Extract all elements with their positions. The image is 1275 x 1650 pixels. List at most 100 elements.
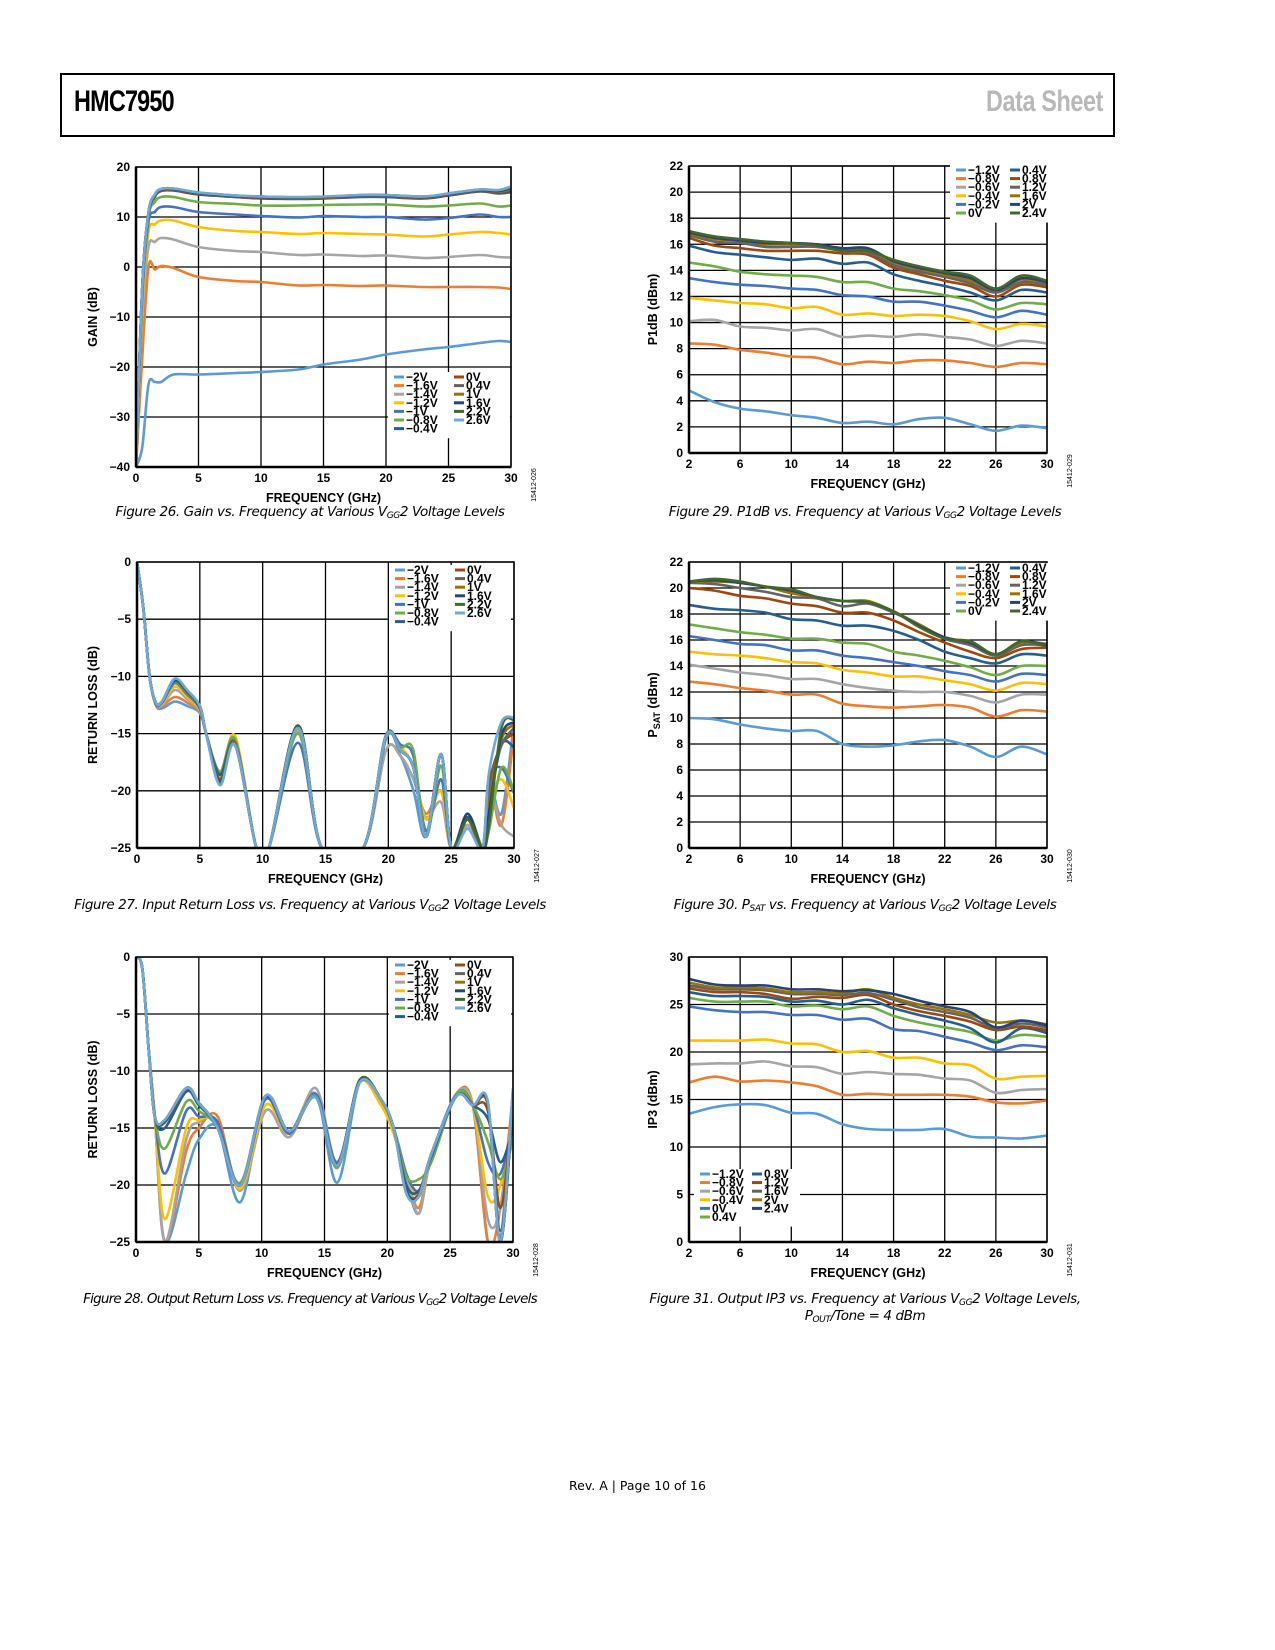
y-tick-label: 2 xyxy=(676,420,683,434)
series-line xyxy=(689,1060,1047,1095)
y-tick-label: 5 xyxy=(676,1188,683,1202)
legend-label: 0V xyxy=(968,206,983,220)
y-tick-label: 0 xyxy=(123,260,130,274)
legend-label: 2.4V xyxy=(1022,604,1047,618)
series-line xyxy=(689,231,1047,292)
legend-label: 0.8V xyxy=(1022,570,1047,584)
legend-label: 0.8V xyxy=(1022,172,1047,186)
x-tick-label: 2 xyxy=(686,852,693,866)
series-line xyxy=(689,276,1047,319)
y-tick-label: 18 xyxy=(670,607,684,621)
y-axis-label: RETURN LOSS (dB) xyxy=(86,646,100,764)
x-tick-label: 10 xyxy=(254,471,268,485)
legend-label: −1V xyxy=(406,404,428,418)
legend-label: 1V xyxy=(467,975,482,989)
legend-label: −0.8V xyxy=(406,413,438,427)
legend-label: 0.4V xyxy=(1022,163,1047,177)
chart-svg: 0−5−10−15−20−250 5 10 15 20 25 30−2V−1.6V−1.4V… xyxy=(86,555,541,886)
legend-label: 1V xyxy=(467,580,482,594)
y-tick-label: −30 xyxy=(110,410,131,424)
figure-29-p1db-chart: 22 20 18 16 14 12 10 8 6 4 2 0 2 6 10 14 18 22 26 30 −1.2V −0… xyxy=(640,155,1090,500)
y-tick-label: 16 xyxy=(670,237,684,251)
legend-label: 2.6V xyxy=(467,1001,492,1015)
x-tick-label: 20 xyxy=(379,471,393,485)
series-line xyxy=(689,586,1047,660)
y-tick-label: −5 xyxy=(116,1007,130,1021)
figure-31-ip3-chart: 30 25 20 15 10 5 0 2 6 10 14 18 22 26 30 −1.2V −0.8V −0.6… xyxy=(640,945,1090,1290)
x-tick-label: 5 xyxy=(195,471,202,485)
legend-label: 1.6V xyxy=(467,984,492,998)
page-footer: Rev. A | Page 10 of 16 xyxy=(569,1478,706,1493)
x-tick-label: 6 xyxy=(737,1246,744,1260)
figure-27-caption: Figure 27. Input Return Loss vs. Frequen… xyxy=(74,897,546,914)
legend-label: 0.8V xyxy=(764,1167,789,1181)
x-tick-label: 30 xyxy=(506,1246,520,1260)
legend-label: −1.2V xyxy=(406,396,438,410)
x-tick-label: 14 xyxy=(836,1246,850,1260)
y-tick-label: 0 xyxy=(676,841,683,855)
legend-label: −2V xyxy=(407,958,429,972)
x-tick-label: 10 xyxy=(256,852,270,866)
series-line xyxy=(689,680,1047,719)
x-tick-label: 18 xyxy=(887,1246,901,1260)
y-axis-label: PSAT (dBm) xyxy=(646,672,662,737)
legend-label: −1.4V xyxy=(406,387,438,401)
legend-label: −2V xyxy=(406,370,428,384)
figure-31-caption: Figure 31. Output IP3 vs. Frequency at V… xyxy=(649,1291,1081,1325)
y-tick-label: 8 xyxy=(676,342,683,356)
x-axis-label: FREQUENCY (GHz) xyxy=(810,1266,925,1280)
figure-code: 15412-026 xyxy=(531,468,538,502)
series-group xyxy=(137,562,514,848)
series-line xyxy=(136,218,511,467)
x-tick-label: 15 xyxy=(317,471,331,485)
y-tick-label: −25 xyxy=(111,841,132,855)
x-tick-label: 0 xyxy=(134,852,141,866)
y-tick-label: 4 xyxy=(676,789,683,803)
legend-label: 2V xyxy=(1022,595,1037,609)
legend-label: −1.6V xyxy=(407,967,439,981)
series-line xyxy=(689,261,1047,311)
series-group xyxy=(689,977,1047,1140)
figure-code: 15412-029 xyxy=(1067,454,1074,488)
legend-label: 2.6V xyxy=(466,413,491,427)
legend-label: 2.4V xyxy=(1022,206,1047,220)
legend-box xyxy=(388,372,510,439)
figure-30-caption: Figure 30. PSAT vs. Frequency at Various… xyxy=(673,897,1057,914)
y-tick-label: −10 xyxy=(110,310,131,324)
x-tick-label: 30 xyxy=(507,852,521,866)
series-line xyxy=(689,1075,1047,1105)
legend-label: 2V xyxy=(764,1193,779,1207)
series-line xyxy=(689,984,1047,1030)
x-axis-label: FREQUENCY (GHz) xyxy=(810,872,925,886)
legend-label: −1.2V xyxy=(407,984,439,998)
legend-label: −1.2V xyxy=(968,561,1000,575)
legend-label: −0.8V xyxy=(968,570,1000,584)
series-line xyxy=(689,389,1047,433)
legend-label: −0.4V xyxy=(407,1010,439,1024)
x-tick-label: 20 xyxy=(381,1246,395,1260)
series-line xyxy=(136,185,511,467)
x-axis-label: FREQUENCY (GHz) xyxy=(268,872,383,886)
series-line xyxy=(689,1102,1047,1140)
figure-30-psat-chart: 22 20 18 16 14 12 10 8 6 4 2 0 2 6 10 14 18 22 26 30 −1.2V −0… xyxy=(640,550,1090,895)
figure-28-caption: Figure 28. Output Return Loss vs. Freque… xyxy=(83,1291,537,1308)
legend-label: 2V xyxy=(1022,197,1037,211)
x-tick-label: 0 xyxy=(133,1246,140,1260)
legend-label: −0.6V xyxy=(968,180,1000,194)
y-tick-label: 6 xyxy=(676,368,683,382)
y-tick-label: 10 xyxy=(670,1140,684,1154)
legend-label: 0V xyxy=(968,604,983,618)
series-line xyxy=(136,236,511,467)
y-tick-label: 25 xyxy=(670,998,684,1012)
series-line xyxy=(689,342,1047,369)
x-tick-label: 10 xyxy=(785,1246,799,1260)
series-line xyxy=(136,957,513,1242)
x-tick-label: 20 xyxy=(382,852,396,866)
series-line xyxy=(689,1038,1047,1081)
legend-label: 1.2V xyxy=(764,1176,789,1190)
legend-label: −0.8V xyxy=(968,172,1000,186)
legend-label: −1V xyxy=(407,992,429,1006)
